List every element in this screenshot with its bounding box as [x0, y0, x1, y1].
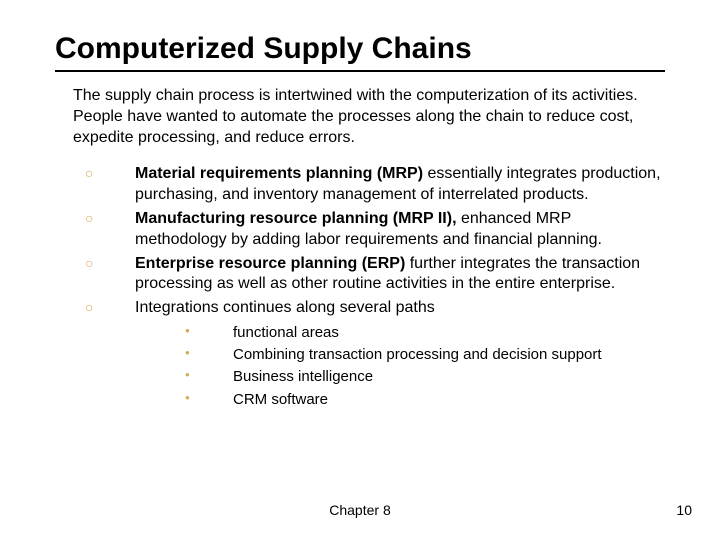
bullet-item: Integrations continues along several pat…	[85, 298, 665, 410]
bullet-item: Manufacturing resource planning (MRP II)…	[85, 209, 665, 251]
footer-page-number: 10	[676, 502, 692, 518]
bullet-bold: Manufacturing resource planning (MRP II)…	[135, 210, 457, 227]
footer-chapter: Chapter 8	[0, 502, 720, 518]
sub-bullet-item: Combining transaction processing and dec…	[185, 345, 665, 365]
slide-title: Computerized Supply Chains	[55, 32, 665, 72]
intro-paragraph: The supply chain process is intertwined …	[55, 86, 665, 148]
bullet-rest: Integrations continues along several pat…	[135, 299, 435, 316]
bullet-item: Material requirements planning (MRP) ess…	[85, 164, 665, 206]
main-bullet-list: Material requirements planning (MRP) ess…	[55, 164, 665, 410]
sub-bullet-list: functional areas Combining transaction p…	[135, 323, 665, 410]
bullet-item: Enterprise resource planning (ERP) furth…	[85, 254, 665, 296]
sub-bullet-item: CRM software	[185, 390, 665, 410]
bullet-bold: Enterprise resource planning (ERP)	[135, 255, 405, 272]
slide-container: Computerized Supply Chains The supply ch…	[0, 0, 720, 540]
bullet-bold: Material requirements planning (MRP)	[135, 165, 423, 182]
sub-bullet-item: functional areas	[185, 323, 665, 343]
sub-bullet-item: Business intelligence	[185, 367, 665, 387]
